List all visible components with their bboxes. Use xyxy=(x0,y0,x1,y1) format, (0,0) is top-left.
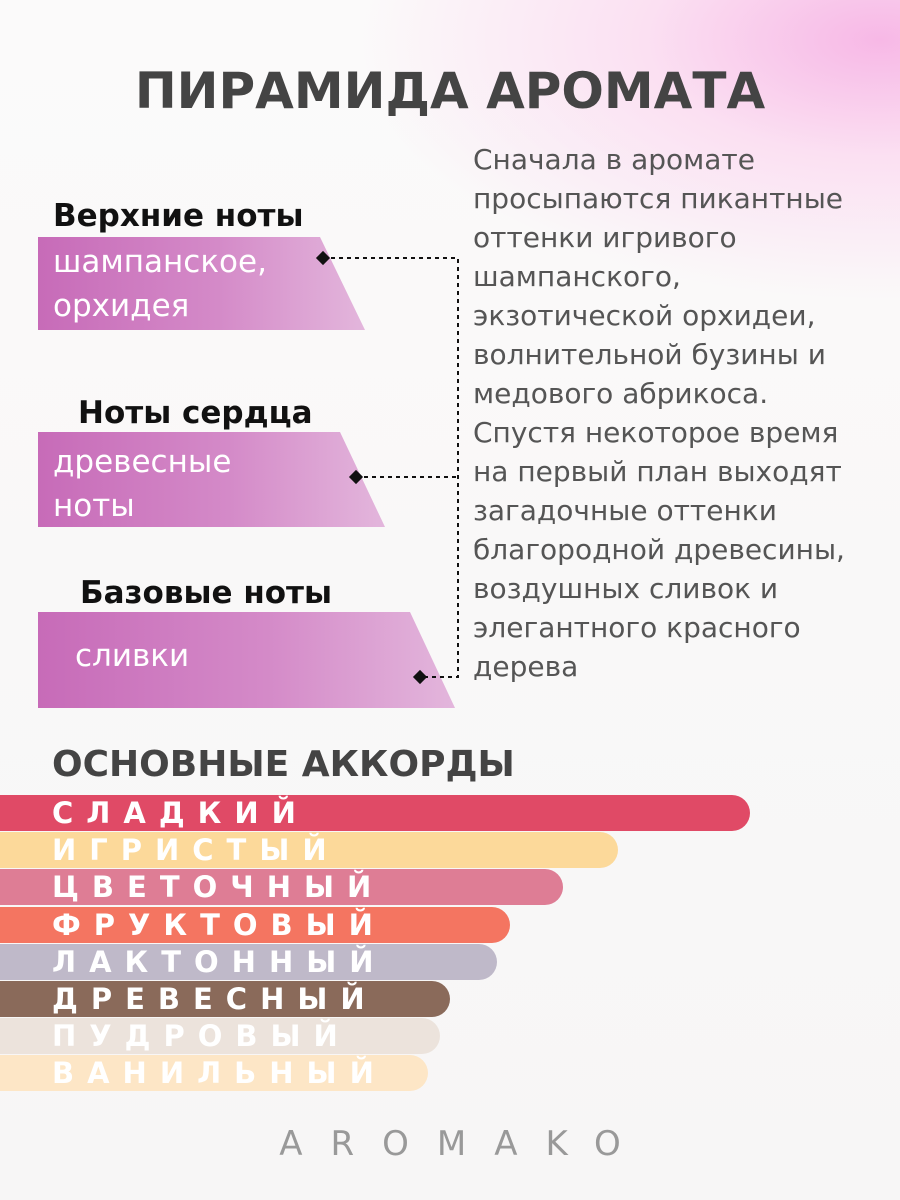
tier-shape xyxy=(38,237,365,330)
accord-bar: СЛАДКИЙ xyxy=(0,795,750,831)
accords-title: ОСНОВНЫЕ АККОРДЫ xyxy=(52,744,515,785)
accord-bar: ВАНИЛЬНЫЙ xyxy=(0,1055,428,1091)
diamonds xyxy=(315,250,428,685)
title: ПИРАМИДА АРОМАТА xyxy=(134,62,766,120)
tier-shape xyxy=(38,432,385,527)
description: Сначала в аромате просыпаются пикантные … xyxy=(473,143,845,683)
accord-bar: ЦВЕТОЧНЫЙ xyxy=(0,869,563,905)
tier-label: Базовые ноты xyxy=(80,575,333,611)
accord-bar: ФРУКТОВЫЙ xyxy=(0,907,510,943)
accord-bar: ДРЕВЕСНЫЙ xyxy=(0,981,450,1017)
tier-notes: древесные ноты xyxy=(53,444,232,524)
tier-notes: сливки xyxy=(75,638,190,674)
connector xyxy=(323,257,459,678)
tier-notes: шампанское, орхидея xyxy=(53,244,267,324)
tier-label: Ноты сердца xyxy=(78,395,313,431)
accord-bar: ПУДРОВЫЙ xyxy=(0,1018,440,1054)
accord-bar: ИГРИСТЫЙ xyxy=(0,832,618,868)
brand: AROMAKO xyxy=(279,1124,649,1164)
accord-bar: ЛАКТОННЫЙ xyxy=(0,944,497,980)
tier-shape xyxy=(38,612,455,708)
tier-label: Верхние ноты xyxy=(53,198,304,234)
